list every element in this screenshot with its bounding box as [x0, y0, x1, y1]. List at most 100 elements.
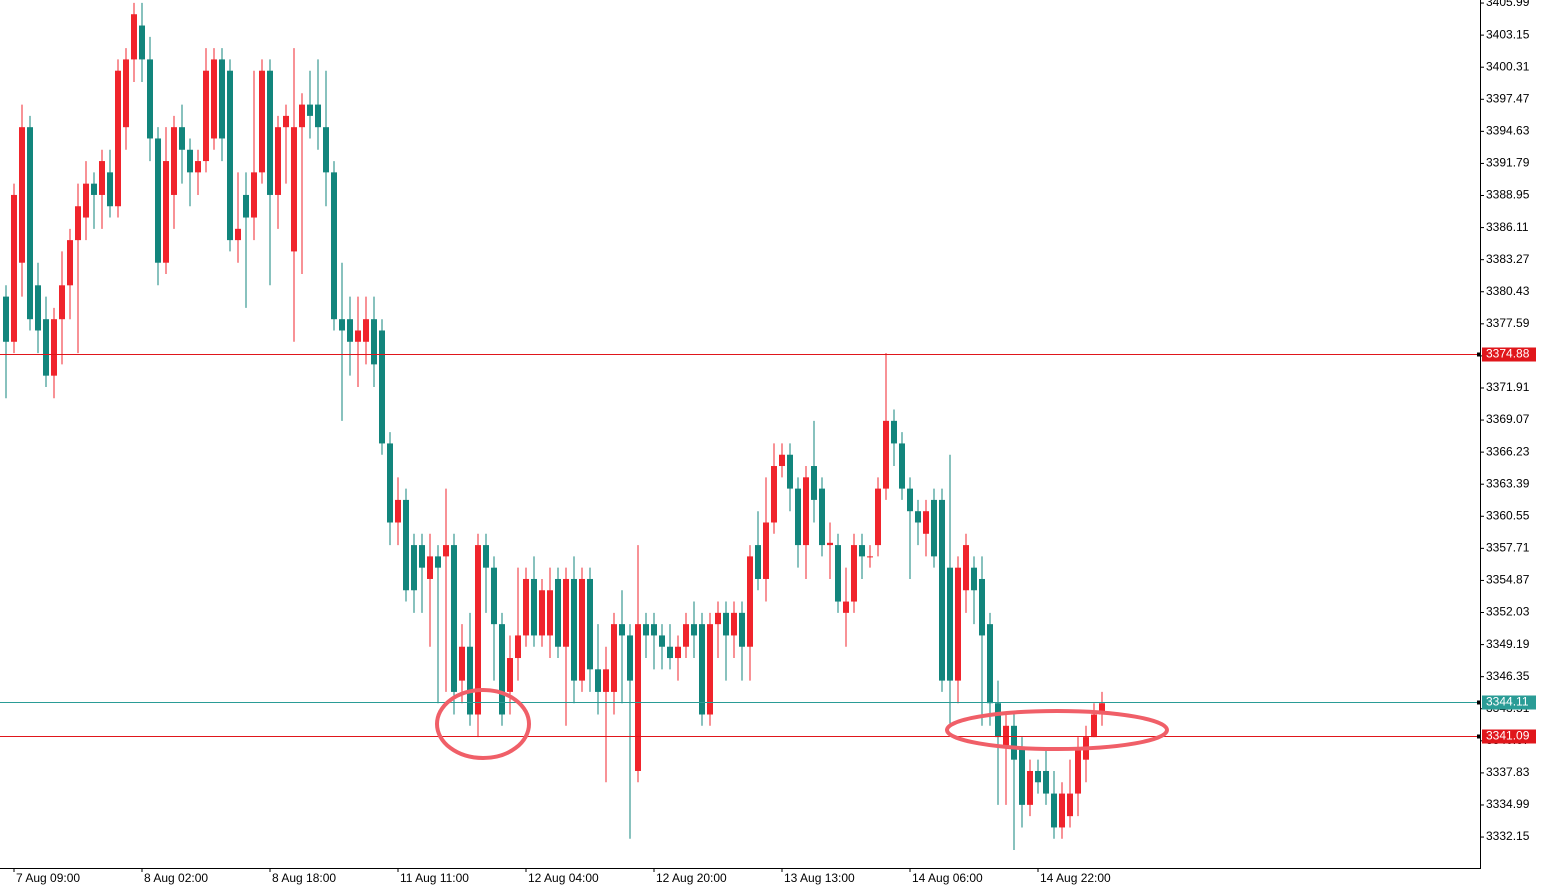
- y-tick-label: 3366.23: [1486, 444, 1530, 458]
- y-tick-label: 3349.19: [1486, 637, 1530, 651]
- candle-body: [139, 25, 145, 60]
- candle-body: [779, 454, 785, 467]
- candle-body: [635, 624, 641, 771]
- candle-body: [667, 646, 673, 659]
- y-tick-label: 3380.43: [1486, 284, 1530, 298]
- candle-body: [299, 104, 305, 128]
- y-tick-label: 3337.83: [1486, 765, 1530, 779]
- price-marker: [1477, 734, 1481, 739]
- y-tick-label: 3357.71: [1486, 541, 1530, 555]
- candle-body: [835, 545, 841, 602]
- candle-body: [147, 59, 153, 139]
- candle-body: [171, 127, 177, 195]
- candle-body: [523, 578, 529, 636]
- candle-body: [123, 59, 129, 128]
- y-tick-label: 3346.35: [1486, 669, 1530, 683]
- y-tick-label: 3403.15: [1486, 27, 1530, 41]
- candle-body: [475, 545, 481, 715]
- candle-body: [627, 635, 633, 681]
- candle-body: [331, 172, 337, 320]
- candle-body: [699, 624, 705, 715]
- candle-body: [875, 488, 881, 546]
- candle-body: [619, 624, 625, 636]
- candle-body: [371, 319, 377, 365]
- y-tick-label: 3377.59: [1486, 316, 1530, 330]
- candle-body: [651, 624, 657, 636]
- price-marker: [1477, 700, 1481, 705]
- candle-body: [603, 669, 609, 692]
- x-tick-label: 12 Aug 20:00: [656, 871, 727, 885]
- candle-body: [1003, 725, 1009, 749]
- candle-body: [203, 70, 209, 162]
- candle-body: [507, 658, 513, 692]
- candle-body: [883, 420, 889, 489]
- candle-body: [467, 646, 473, 715]
- candle-body: [539, 590, 545, 636]
- x-tick-label: 13 Aug 13:00: [784, 871, 855, 885]
- candle-body: [579, 578, 585, 681]
- candle-body: [19, 127, 25, 263]
- y-tick-label: 3363.39: [1486, 476, 1530, 490]
- candle-body: [491, 567, 497, 625]
- candle-body: [35, 285, 41, 331]
- x-tick-label: 8 Aug 02:00: [144, 871, 208, 885]
- candle-body: [611, 624, 617, 692]
- candle-body: [251, 172, 257, 218]
- candle-body: [595, 669, 601, 692]
- candle-body: [563, 578, 569, 647]
- y-tick-label: 3397.47: [1486, 91, 1530, 105]
- candle-body: [267, 70, 273, 195]
- candle-body: [995, 703, 1001, 738]
- candle-body: [1075, 748, 1081, 794]
- price-label: 3344.11: [1486, 695, 1529, 709]
- candle-body: [83, 183, 89, 218]
- candle-body: [979, 578, 985, 636]
- y-tick-label: 3360.55: [1486, 508, 1530, 522]
- candle-body: [683, 624, 689, 647]
- y-tick-label: 3369.07: [1486, 412, 1530, 426]
- candle-body: [411, 545, 417, 591]
- y-tick-label: 3352.03: [1486, 605, 1530, 619]
- candle-body: [363, 319, 369, 342]
- candle-body: [275, 127, 281, 195]
- candle-body: [115, 70, 121, 207]
- candle-body: [955, 567, 961, 681]
- candle-body: [715, 612, 721, 625]
- candle-body: [43, 319, 49, 376]
- candle-body: [803, 477, 809, 546]
- candle-body: [403, 499, 409, 591]
- y-tick-label: 3332.15: [1486, 829, 1530, 843]
- annotation-circle: [435, 688, 531, 760]
- candle-body: [91, 183, 97, 195]
- candle-body: [531, 578, 537, 636]
- candle-body: [1051, 793, 1057, 828]
- candle-body: [915, 511, 921, 523]
- candle-body: [67, 240, 73, 286]
- candle-body: [75, 206, 81, 241]
- candle-body: [323, 127, 329, 173]
- candle-body: [259, 70, 265, 173]
- x-tick-label: 12 Aug 04:00: [528, 871, 599, 885]
- candle-body: [291, 127, 297, 252]
- candle-body: [867, 556, 873, 558]
- candle-body: [307, 104, 313, 116]
- candle-body: [691, 624, 697, 636]
- candle-body: [1091, 714, 1097, 738]
- x-tick-label: 14 Aug 06:00: [912, 871, 983, 885]
- candle-body: [395, 499, 401, 523]
- candle-body: [315, 104, 321, 128]
- candle-body: [99, 161, 105, 195]
- candle-body: [179, 127, 185, 150]
- candle-body: [643, 624, 649, 636]
- candle-body: [739, 612, 745, 647]
- candle-body: [819, 488, 825, 546]
- candle-body: [851, 545, 857, 602]
- candle-body: [1067, 793, 1073, 817]
- price-label: 3374.88: [1486, 347, 1530, 361]
- candle-body: [771, 466, 777, 523]
- candle-body: [555, 578, 561, 647]
- x-tick-label: 14 Aug 22:00: [1040, 871, 1111, 885]
- y-tick-label: 3394.63: [1486, 124, 1530, 138]
- candle-body: [243, 194, 249, 218]
